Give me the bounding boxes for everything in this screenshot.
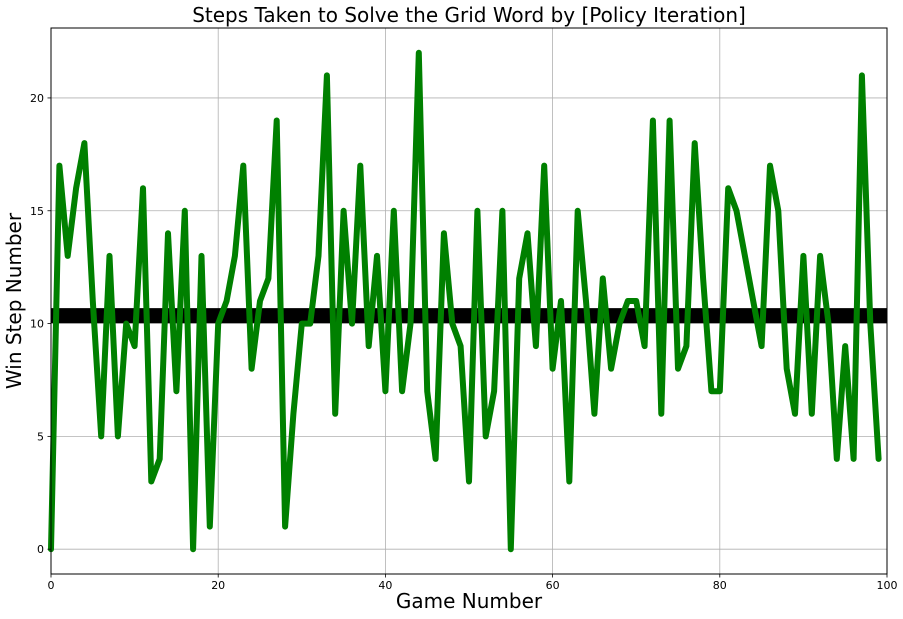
series-group (48, 49, 882, 553)
y-tick-label: 0 (37, 543, 44, 556)
x-tick-label: 60 (546, 579, 560, 592)
chart-title: Steps Taken to Solve the Grid Word by [P… (192, 3, 746, 27)
y-tick-label: 5 (37, 430, 44, 443)
y-tick-label: 10 (30, 318, 44, 331)
plot-frame (50, 27, 888, 575)
x-axis-ticks: 0 20 40 60 80 100 (48, 574, 898, 592)
x-tick-label: 100 (877, 579, 898, 592)
series-line (48, 49, 882, 553)
y-axis-label: Win Step Number (2, 212, 26, 389)
x-tick-label: 80 (713, 579, 727, 592)
x-tick-label: 0 (48, 579, 55, 592)
x-tick-label: 40 (378, 579, 392, 592)
x-axis-label: Game Number (396, 589, 543, 613)
y-tick-label: 20 (30, 92, 44, 105)
x-tick-label: 20 (211, 579, 225, 592)
y-axis-ticks: 0 5 10 15 20 (30, 92, 51, 556)
y-tick-label: 15 (30, 205, 44, 218)
